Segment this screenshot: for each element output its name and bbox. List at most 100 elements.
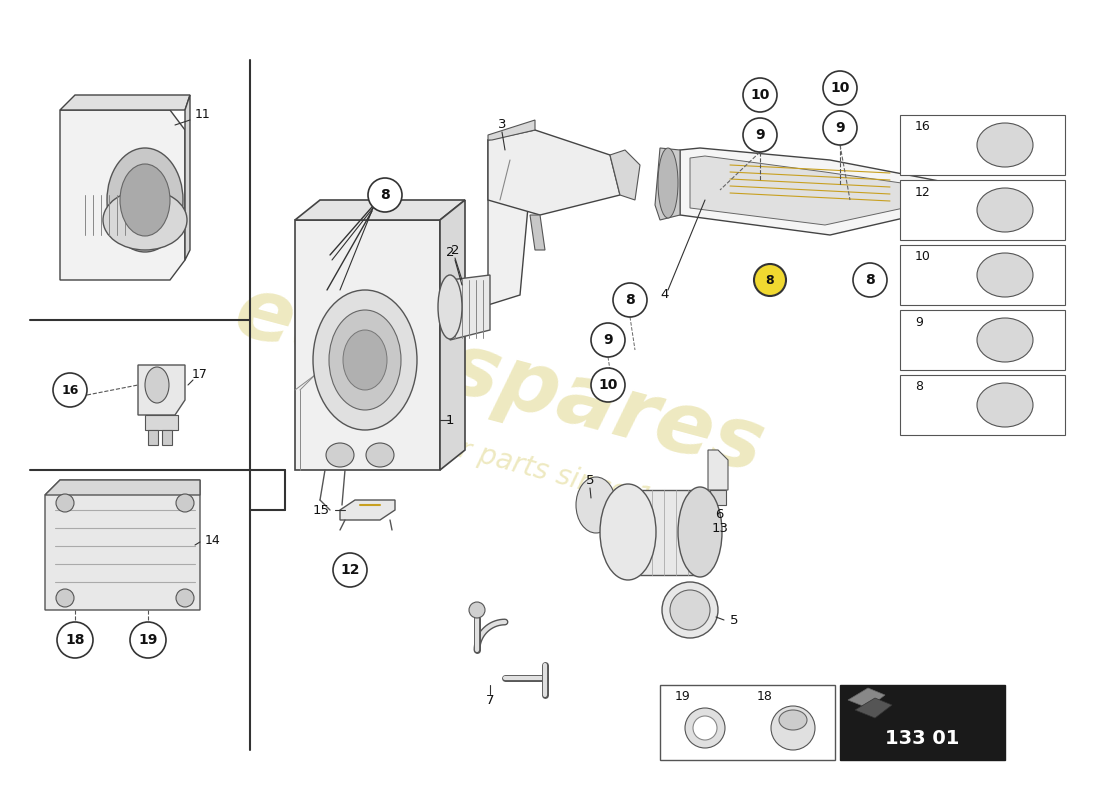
Text: 12: 12	[915, 186, 931, 198]
Ellipse shape	[343, 330, 387, 390]
Ellipse shape	[977, 188, 1033, 232]
Text: 10: 10	[750, 88, 770, 102]
Polygon shape	[340, 500, 395, 520]
Text: 5: 5	[730, 614, 738, 626]
Polygon shape	[60, 110, 185, 280]
Text: 9: 9	[603, 333, 613, 347]
Bar	[900, 310, 1065, 370]
Polygon shape	[162, 430, 172, 445]
Polygon shape	[450, 275, 490, 340]
Ellipse shape	[771, 706, 815, 750]
Ellipse shape	[329, 310, 402, 410]
Polygon shape	[488, 130, 620, 215]
Bar	[660, 685, 835, 760]
Polygon shape	[138, 365, 185, 415]
Circle shape	[742, 78, 777, 112]
Text: 9: 9	[756, 128, 764, 142]
Polygon shape	[628, 490, 700, 575]
Text: 3: 3	[497, 118, 506, 131]
Text: 14: 14	[205, 534, 221, 546]
Circle shape	[333, 553, 367, 587]
Polygon shape	[440, 200, 465, 470]
Ellipse shape	[107, 148, 183, 252]
Text: 8: 8	[915, 381, 923, 394]
Text: 19: 19	[139, 633, 157, 647]
Text: 9: 9	[835, 121, 845, 135]
Bar	[900, 245, 1065, 305]
Polygon shape	[855, 698, 892, 718]
Text: 18: 18	[65, 633, 85, 647]
Bar	[840, 685, 1005, 760]
Text: 8: 8	[625, 293, 635, 307]
Polygon shape	[848, 688, 886, 708]
Text: 11: 11	[195, 109, 211, 122]
Text: 10: 10	[830, 81, 849, 95]
Bar	[900, 180, 1065, 240]
Circle shape	[53, 373, 87, 407]
Text: 133 01: 133 01	[884, 729, 959, 747]
Ellipse shape	[779, 710, 807, 730]
Text: 17: 17	[192, 369, 208, 382]
Circle shape	[742, 118, 777, 152]
Text: 8: 8	[381, 188, 389, 202]
Circle shape	[754, 264, 786, 296]
Text: 8: 8	[766, 274, 774, 286]
Text: 6: 6	[715, 509, 724, 522]
Ellipse shape	[600, 484, 656, 580]
Text: 12: 12	[340, 563, 360, 577]
Polygon shape	[295, 220, 440, 470]
Polygon shape	[610, 150, 640, 200]
Circle shape	[591, 323, 625, 357]
Bar	[900, 375, 1065, 435]
Ellipse shape	[977, 318, 1033, 362]
Polygon shape	[708, 450, 728, 490]
Polygon shape	[680, 148, 960, 235]
Circle shape	[368, 178, 402, 212]
Polygon shape	[654, 148, 680, 220]
Text: 2: 2	[446, 246, 454, 258]
Ellipse shape	[977, 123, 1033, 167]
Polygon shape	[690, 156, 950, 225]
Ellipse shape	[977, 253, 1033, 297]
Ellipse shape	[469, 602, 485, 618]
Ellipse shape	[678, 487, 722, 577]
Ellipse shape	[103, 190, 187, 250]
Circle shape	[57, 622, 94, 658]
Ellipse shape	[120, 164, 170, 236]
Ellipse shape	[685, 708, 725, 748]
Polygon shape	[710, 490, 726, 505]
Text: 18: 18	[757, 690, 773, 703]
Polygon shape	[45, 480, 200, 495]
Polygon shape	[185, 95, 190, 260]
Text: 10: 10	[915, 250, 931, 263]
Ellipse shape	[576, 477, 616, 533]
Polygon shape	[488, 120, 535, 140]
Text: 19: 19	[675, 690, 691, 703]
Text: 16: 16	[62, 383, 79, 397]
Circle shape	[613, 283, 647, 317]
Circle shape	[591, 368, 625, 402]
Bar	[900, 115, 1065, 175]
Polygon shape	[145, 415, 178, 430]
Text: 9: 9	[915, 315, 923, 329]
Text: eurospares: eurospares	[227, 270, 773, 490]
Ellipse shape	[56, 494, 74, 512]
Polygon shape	[488, 130, 535, 305]
Text: a passion for parts since 1985: a passion for parts since 1985	[294, 392, 706, 528]
Polygon shape	[60, 95, 190, 110]
Polygon shape	[530, 215, 544, 250]
Ellipse shape	[658, 148, 678, 218]
Circle shape	[823, 71, 857, 105]
Ellipse shape	[145, 367, 169, 403]
Text: 8: 8	[865, 273, 874, 287]
Ellipse shape	[314, 290, 417, 430]
Ellipse shape	[438, 275, 462, 339]
Text: 7: 7	[486, 694, 494, 706]
Polygon shape	[45, 480, 200, 610]
Text: 2: 2	[451, 243, 460, 257]
Text: 13: 13	[712, 522, 728, 534]
Ellipse shape	[176, 494, 194, 512]
Text: 4: 4	[661, 289, 669, 302]
Circle shape	[823, 111, 857, 145]
Ellipse shape	[326, 443, 354, 467]
